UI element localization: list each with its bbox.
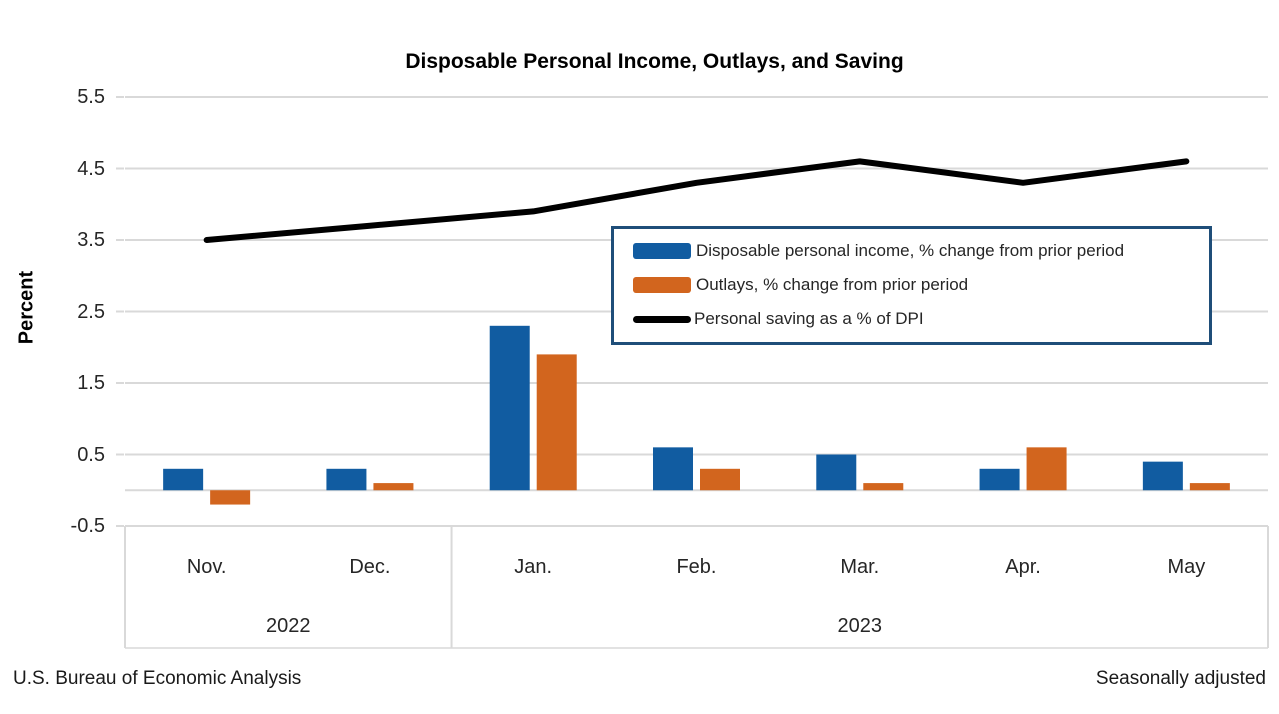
y-tick-label: 3.5 — [77, 229, 105, 251]
y-tick-label: 0.5 — [77, 443, 105, 466]
legend: Disposable personal income, % change fro… — [611, 226, 1212, 345]
saving-rate-line — [203, 158, 1190, 243]
y-tick-label: 2.5 — [77, 300, 105, 323]
bar — [489, 325, 530, 491]
source-attribution: U.S. Bureau of Economic Analysis — [13, 668, 302, 689]
month-label: Apr. — [1005, 556, 1041, 578]
month-label: Feb. — [676, 556, 717, 578]
legend-label-dpi: Disposable personal income, % change fro… — [696, 241, 1125, 260]
bar-series-dpi — [163, 325, 1183, 491]
y-tick-label: 5.5 — [77, 86, 105, 108]
bar — [536, 354, 577, 491]
bar — [326, 468, 367, 491]
bar — [1189, 483, 1230, 491]
bar — [816, 454, 857, 491]
y-tick-label: -0.5 — [70, 515, 105, 537]
outlays-bar-swatch-icon — [633, 277, 691, 293]
legend-item-dpi: Disposable personal income, % change fro… — [633, 234, 1209, 268]
year-label: 2023 — [837, 615, 883, 637]
chart-title: Disposable Personal Income, Outlays, and… — [405, 50, 904, 73]
bar — [1026, 447, 1067, 491]
bar — [1142, 461, 1183, 491]
seasonal-adjustment-note: Seasonally adjusted — [1095, 668, 1266, 689]
bar — [163, 468, 204, 491]
month-label: Nov. — [186, 556, 227, 578]
legend-label-saving: Personal saving as a % of DPI — [694, 309, 924, 328]
year-label: 2022 — [266, 615, 311, 637]
bar — [653, 447, 693, 491]
month-label: Dec. — [349, 556, 391, 578]
month-label: May — [1167, 556, 1206, 578]
bar — [979, 468, 1020, 491]
legend-label-outlays: Outlays, % change from prior period — [696, 275, 969, 294]
bar — [700, 468, 740, 491]
saving-line-swatch-icon — [633, 315, 691, 323]
dpi-bar-swatch-icon — [633, 243, 691, 259]
bar-series-outlays — [210, 354, 1230, 505]
bar — [210, 490, 251, 505]
legend-item-saving: Personal saving as a % of DPI — [633, 302, 1209, 336]
category-axis-box — [124, 526, 1269, 649]
y-tick-label: 1.5 — [77, 372, 105, 394]
month-label: Mar. — [840, 556, 880, 578]
y-tick-label: 4.5 — [77, 157, 105, 180]
month-label: Jan. — [514, 556, 553, 578]
bar — [863, 483, 904, 491]
bar — [373, 483, 414, 491]
legend-item-outlays: Outlays, % change from prior period — [633, 268, 1209, 302]
